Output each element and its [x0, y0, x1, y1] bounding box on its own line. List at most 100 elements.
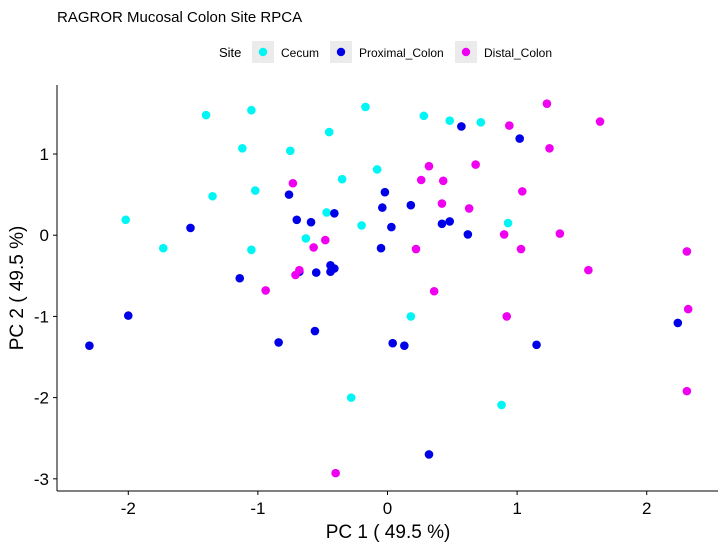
point-distal-colon — [682, 247, 692, 256]
point-cecum — [497, 400, 506, 410]
point-cecum — [121, 215, 130, 225]
legend-item-proximal-colon: Proximal_Colon — [330, 41, 444, 63]
point-cecum — [301, 234, 311, 243]
point-distal-colon — [261, 286, 270, 295]
point-distal-colon — [595, 117, 605, 126]
point-distal-colon — [502, 312, 512, 321]
point-cecum — [285, 146, 295, 156]
x-tick-label: -2 — [121, 499, 136, 518]
point-proximal-colon — [376, 243, 386, 253]
chart-title: RAGROR Mucosal Colon Site RPCA — [57, 9, 302, 26]
point-proximal-colon — [445, 217, 455, 226]
point-distal-colon — [682, 386, 692, 396]
point-distal-colon — [499, 230, 509, 239]
x-axis-ticks: -2 -1 0 1 2 — [121, 491, 651, 518]
point-cecum — [247, 105, 256, 115]
legend-item-cecum: Cecum — [252, 41, 319, 63]
legend-label-proximal-colon: Proximal_Colon — [359, 46, 444, 60]
point-proximal-colon — [437, 219, 447, 229]
point-cecum — [361, 102, 370, 112]
point-proximal-colon — [186, 223, 195, 233]
y-tick-label: 1 — [40, 145, 49, 164]
point-proximal-colon — [380, 187, 390, 197]
point-proximal-colon — [235, 273, 245, 283]
point-distal-colon — [438, 176, 448, 186]
point-proximal-colon — [306, 217, 316, 227]
point-distal-colon — [309, 243, 318, 252]
y-axis-title: PC 2 ( 49.5 %) — [7, 226, 28, 351]
point-cecum — [337, 174, 347, 184]
point-distal-colon — [584, 265, 593, 275]
legend-label-cecum: Cecum — [281, 46, 319, 60]
point-cecum — [251, 186, 260, 195]
point-distal-colon — [411, 244, 421, 254]
point-proximal-colon — [532, 340, 541, 350]
y-tick-label: -2 — [34, 389, 49, 408]
point-proximal-colon — [387, 222, 396, 232]
legend-dot-proximal-colon — [336, 47, 346, 57]
point-distal-colon — [471, 160, 480, 169]
point-cecum — [406, 312, 416, 321]
point-cecum — [346, 393, 356, 402]
point-proximal-colon — [424, 450, 434, 459]
point-cecum — [324, 127, 334, 137]
point-distal-colon — [516, 244, 526, 254]
legend-item-distal-colon: Distal_Colon — [455, 41, 552, 63]
point-distal-colon — [464, 204, 474, 213]
x-tick-label: 1 — [512, 499, 521, 518]
point-cecum — [201, 110, 211, 120]
point-proximal-colon — [515, 134, 524, 143]
legend-dot-distal-colon — [461, 47, 471, 57]
point-proximal-colon — [326, 267, 335, 277]
y-axis-ticks: -3 -2 -1 0 1 — [34, 145, 57, 489]
y-tick-label: -3 — [34, 470, 49, 489]
point-distal-colon — [555, 229, 565, 238]
point-distal-colon — [331, 468, 340, 478]
point-distal-colon — [320, 235, 330, 245]
point-proximal-colon — [457, 122, 466, 131]
legend-title: Site — [219, 45, 241, 60]
point-distal-colon — [542, 99, 552, 108]
point-proximal-colon — [673, 318, 683, 328]
point-cecum — [476, 118, 486, 127]
point-cecum — [419, 111, 429, 121]
point-proximal-colon — [388, 338, 397, 348]
point-cecum — [322, 208, 331, 217]
point-distal-colon — [545, 144, 554, 153]
point-proximal-colon — [292, 215, 302, 225]
y-tick-label: 0 — [40, 226, 49, 245]
point-distal-colon — [517, 187, 527, 196]
x-tick-label: -1 — [250, 499, 265, 518]
point-distal-colon — [429, 286, 439, 296]
point-proximal-colon — [310, 326, 320, 336]
point-cecum — [208, 191, 217, 201]
x-tick-label: 2 — [642, 499, 651, 518]
point-proximal-colon — [330, 208, 339, 218]
legend-label-distal-colon: Distal_Colon — [484, 46, 552, 60]
point-distal-colon — [288, 178, 298, 188]
point-proximal-colon — [85, 341, 94, 350]
legend: Site Cecum Proximal_Colon Distal_Colon — [219, 41, 552, 63]
point-cecum — [158, 243, 168, 253]
point-distal-colon — [437, 199, 447, 208]
point-distal-colon — [683, 304, 693, 314]
point-distal-colon — [416, 175, 426, 185]
point-cecum — [372, 165, 382, 174]
point-proximal-colon — [378, 203, 387, 212]
point-proximal-colon — [311, 268, 321, 277]
point-distal-colon — [291, 270, 300, 280]
point-cecum — [357, 221, 366, 230]
x-axis-title: PC 1 ( 49.5 %) — [326, 522, 451, 543]
point-proximal-colon — [400, 341, 409, 350]
point-proximal-colon — [463, 230, 473, 239]
point-cecum — [247, 245, 256, 255]
point-distal-colon — [424, 161, 434, 171]
point-cecum — [445, 116, 455, 126]
data-points — [85, 99, 693, 478]
point-proximal-colon — [123, 311, 133, 320]
point-proximal-colon — [406, 200, 416, 210]
y-tick-label: -1 — [34, 307, 49, 326]
point-proximal-colon — [284, 190, 294, 199]
legend-dot-cecum — [258, 47, 268, 57]
